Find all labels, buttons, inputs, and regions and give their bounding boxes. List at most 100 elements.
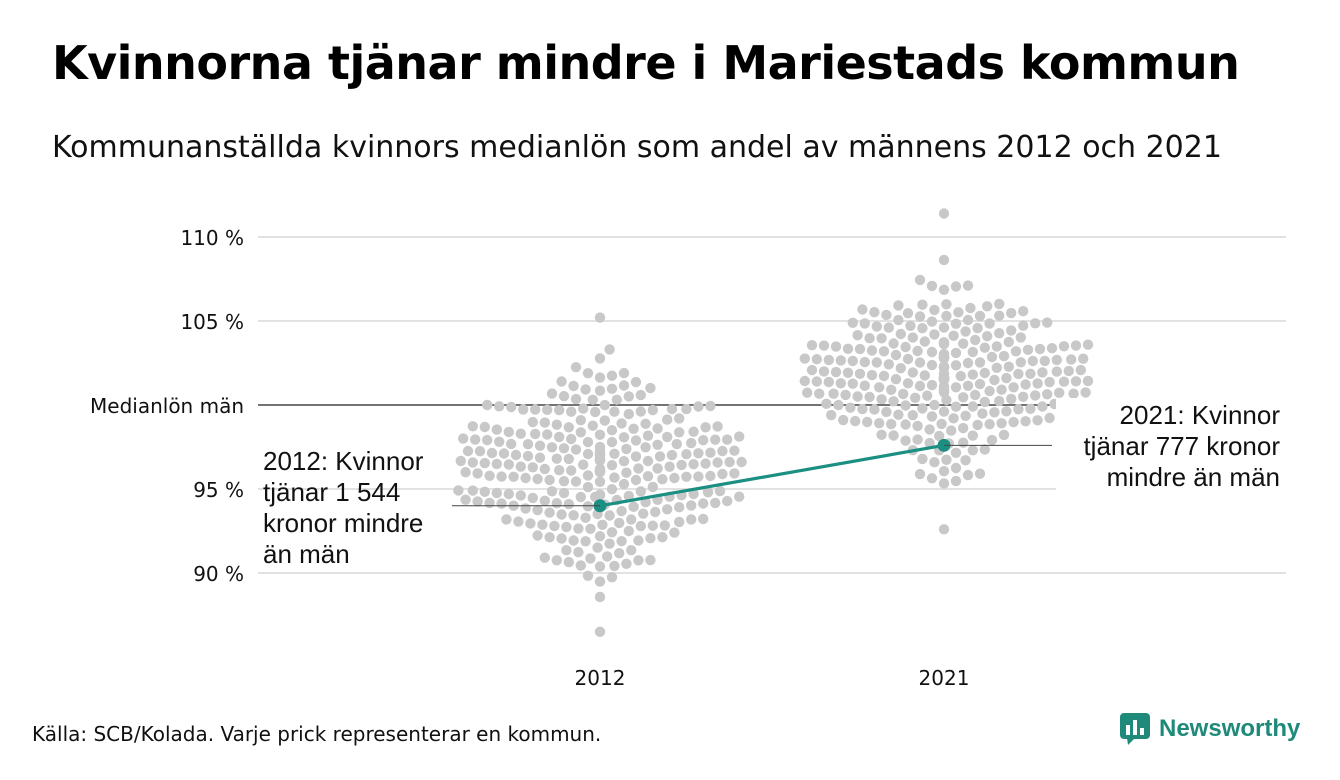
municipality-dot [982,331,993,342]
municipality-dot [705,447,716,458]
municipality-dot [1032,415,1043,426]
municipality-dot [938,208,950,219]
annotation-line: tjänar 777 kronor [1083,431,1280,461]
municipality-dot [960,410,971,421]
municipality-dot [840,389,851,401]
x-tick-label: 2012 [575,666,626,690]
municipality-dot [917,299,928,310]
municipality-dot [977,408,988,419]
municipality-dot [642,430,654,441]
municipality-dot [989,407,1000,418]
municipality-dot [926,473,938,484]
municipality-dot [886,418,897,430]
municipality-dot [558,443,570,454]
municipality-dot [674,427,685,438]
municipality-dot [710,497,721,509]
municipality-dot [996,384,1007,395]
municipality-dot [566,406,577,417]
municipality-dot [1063,365,1075,377]
municipality-dot [623,408,634,420]
municipality-dot [590,406,601,418]
municipality-dot [823,354,834,366]
municipality-dot [835,355,846,366]
municipality-dot [924,437,935,449]
municipality-dot [599,415,610,426]
municipality-dot [1025,368,1036,379]
municipality-dot [974,378,986,390]
municipality-dot [635,520,646,532]
municipality-dot [647,404,658,416]
municipality-dot [503,426,514,438]
municipality-dot [917,403,928,414]
municipality-dot [871,321,882,332]
municipality-dot [905,320,916,331]
municipality-dot [585,553,596,564]
municipality-dot [1027,355,1039,367]
municipality-dot [929,329,940,340]
municipality-dot [919,370,930,381]
municipality-dot [818,366,830,377]
municipality-dot [962,380,974,391]
municipality-dot [1025,403,1036,414]
municipality-dot [657,532,668,543]
municipality-dot [532,473,543,485]
municipality-dot [647,520,658,531]
municipality-dot [864,391,875,403]
municipality-dot [845,402,856,413]
municipality-dot [998,429,1010,441]
municipality-dot [700,422,711,433]
municipality-dot [472,496,483,507]
municipality-dot [1058,376,1070,387]
municipality-dot [1075,364,1087,376]
municipality-dot [455,455,466,467]
municipality-dot [857,403,868,415]
municipality-dot [929,304,940,316]
municipality-dot [633,555,644,566]
municipality-dot [594,441,606,453]
municipality-dot [614,517,625,529]
municipality-dot [1039,355,1051,367]
municipality-dot [986,434,998,446]
municipality-dot [934,430,945,442]
municipality-dot [616,505,627,517]
municipality-dot [712,421,723,432]
municipality-dot [895,328,906,340]
municipality-dot [544,474,555,486]
y-axis-ticks: 110 % 105 % 95 % 90 % Medianlön män [90,226,244,586]
municipality-dot [948,330,959,341]
municipality-dot [506,438,517,450]
municipality-dot [479,486,490,497]
municipality-dot [635,486,646,497]
municipality-dot [734,431,745,442]
municipality-dot [662,504,673,515]
municipality-dot [972,419,983,431]
municipality-dot [955,370,966,382]
municipality-dot [575,415,586,426]
municipality-dot [876,394,887,405]
municipality-dot [645,533,656,544]
municipality-dot [1015,357,1026,368]
municipality-dot [811,354,822,365]
municipality-dot [950,447,962,458]
municipality-dot [970,334,981,346]
municipality-dot [686,437,697,449]
municipality-dot [729,445,740,456]
municipality-dot [958,392,969,403]
municipality-dot [594,312,606,323]
municipality-dot [594,353,606,364]
municipality-dots [453,208,1094,637]
municipality-dot [594,372,606,383]
municipality-dot [929,399,940,411]
municipality-dot [874,382,885,393]
annotation-line: tjänar 1 544 [263,477,400,507]
municipality-dot [854,343,866,355]
municipality-dot [799,375,810,387]
annotation-line: 2021: Kvinnor [1120,400,1281,430]
municipality-dot [594,429,606,440]
municipality-dot [506,401,517,413]
municipality-dot [568,380,579,392]
municipality-dot [1018,391,1029,402]
municipality-dot [674,413,685,424]
municipality-dot [926,411,938,422]
municipality-dot [638,508,649,519]
